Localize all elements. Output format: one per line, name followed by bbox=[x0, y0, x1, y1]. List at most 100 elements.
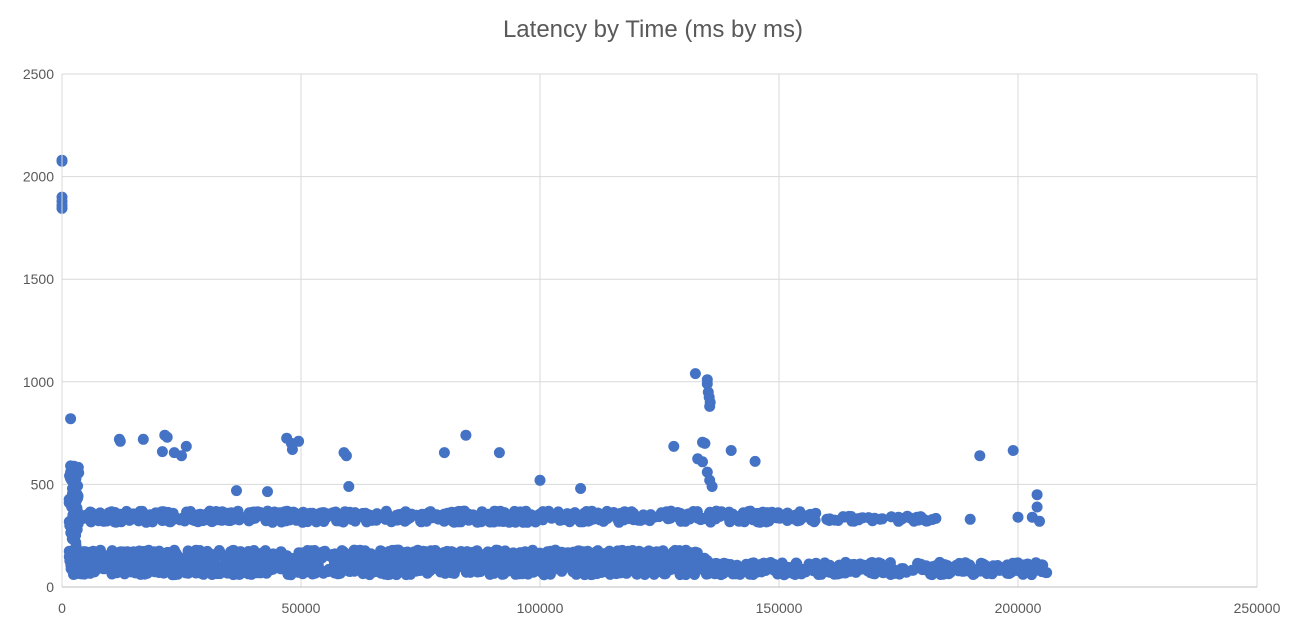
data-point bbox=[286, 444, 298, 455]
data-point bbox=[534, 474, 546, 486]
data-point bbox=[598, 553, 610, 565]
data-point bbox=[474, 556, 486, 568]
data-point bbox=[119, 568, 131, 580]
data-point bbox=[333, 515, 345, 527]
data-point bbox=[180, 440, 192, 452]
data-point bbox=[575, 483, 587, 494]
data-point bbox=[525, 566, 536, 578]
data-point bbox=[421, 567, 433, 579]
data-point bbox=[343, 511, 355, 523]
data-point bbox=[582, 550, 594, 562]
chart-title: Latency by Time (ms by ms) bbox=[502, 16, 804, 43]
data-point bbox=[493, 447, 505, 459]
data-point bbox=[152, 509, 164, 521]
data-point bbox=[70, 495, 82, 507]
data-point bbox=[1012, 565, 1024, 577]
data-point bbox=[438, 562, 450, 573]
data-point bbox=[293, 435, 305, 447]
data-point bbox=[304, 507, 316, 519]
data-point bbox=[295, 561, 307, 572]
data-point bbox=[463, 514, 475, 526]
data-point bbox=[306, 552, 318, 564]
data-point bbox=[665, 553, 677, 565]
data-point bbox=[592, 507, 604, 519]
data-point bbox=[406, 549, 417, 561]
data-point bbox=[907, 564, 919, 576]
data-point bbox=[199, 512, 211, 524]
data-point bbox=[1026, 511, 1038, 523]
data-point bbox=[438, 511, 450, 523]
data-point bbox=[405, 568, 416, 580]
data-point bbox=[677, 509, 689, 521]
data-point bbox=[477, 509, 489, 521]
data-point bbox=[334, 567, 346, 579]
data-point bbox=[499, 545, 511, 557]
data-point bbox=[751, 507, 763, 519]
data-point bbox=[259, 545, 271, 557]
data-point bbox=[520, 556, 532, 568]
data-point bbox=[630, 510, 642, 522]
data-point bbox=[981, 562, 993, 574]
data-point bbox=[453, 505, 465, 517]
data-point bbox=[514, 506, 526, 518]
data-point bbox=[606, 549, 618, 560]
data-point bbox=[832, 515, 844, 526]
y-tick-label: 2500 bbox=[23, 66, 54, 82]
data-point bbox=[262, 486, 273, 498]
data-point bbox=[1026, 569, 1038, 581]
data-point bbox=[705, 516, 717, 528]
data-point bbox=[689, 569, 700, 580]
data-point bbox=[869, 512, 881, 524]
data-point bbox=[322, 508, 334, 520]
grid bbox=[61, 73, 1258, 588]
data-point bbox=[221, 507, 233, 519]
data-point bbox=[233, 514, 245, 526]
data-point bbox=[697, 456, 708, 468]
data-point bbox=[534, 563, 546, 574]
data-point bbox=[65, 466, 77, 478]
data-point bbox=[397, 548, 408, 560]
data-point bbox=[171, 549, 183, 561]
data-point bbox=[460, 429, 472, 441]
data-point bbox=[692, 512, 704, 524]
data-point bbox=[622, 545, 634, 557]
data-point bbox=[725, 445, 737, 456]
data-point bbox=[773, 561, 785, 572]
data-point bbox=[974, 450, 986, 462]
data-point bbox=[706, 481, 718, 492]
data-point bbox=[945, 563, 957, 575]
data-point bbox=[550, 555, 561, 567]
data-point bbox=[231, 485, 242, 497]
data-point bbox=[343, 556, 355, 568]
data-point bbox=[156, 547, 168, 559]
data-point bbox=[372, 563, 384, 575]
data-point bbox=[689, 368, 701, 380]
data-point bbox=[1031, 489, 1043, 501]
data-point bbox=[668, 440, 680, 452]
data-point bbox=[367, 512, 379, 524]
data-point bbox=[380, 505, 392, 517]
x-tick-label: 250000 bbox=[1234, 600, 1281, 616]
data-point bbox=[283, 506, 295, 518]
data-point bbox=[700, 568, 712, 580]
data-point bbox=[182, 549, 193, 561]
data-point bbox=[614, 508, 626, 519]
data-point bbox=[743, 507, 754, 519]
data-point bbox=[453, 549, 464, 561]
data-point bbox=[236, 552, 248, 564]
data-point bbox=[630, 558, 642, 570]
data-point bbox=[562, 555, 574, 567]
data-point bbox=[225, 546, 237, 558]
data-point bbox=[704, 400, 716, 412]
data-point bbox=[821, 566, 833, 578]
data-point bbox=[267, 511, 279, 523]
data-point bbox=[114, 435, 126, 447]
data-point bbox=[166, 569, 178, 581]
data-point bbox=[760, 516, 772, 528]
data-point bbox=[916, 512, 928, 524]
data-point bbox=[325, 550, 336, 562]
data-point bbox=[715, 567, 727, 579]
data-point bbox=[650, 552, 662, 564]
data-point bbox=[850, 513, 862, 525]
